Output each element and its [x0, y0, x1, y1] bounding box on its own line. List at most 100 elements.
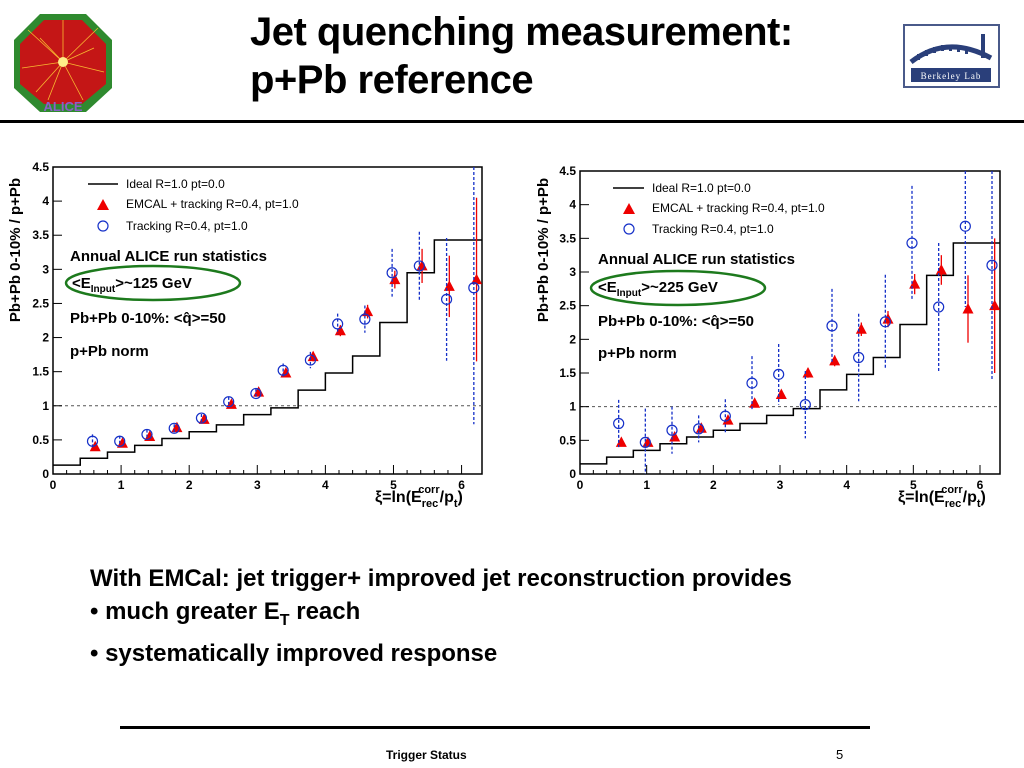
- slide-title: Jet quenching measurement: p+Pb referenc…: [250, 8, 890, 104]
- page-number: 5: [836, 747, 844, 762]
- x-tick-label: 6: [977, 478, 984, 492]
- summary-intro: With EMCal: jet trigger+ improved jet re…: [90, 565, 792, 592]
- x-tick-label: 4: [322, 478, 329, 492]
- emcal-point: [829, 354, 841, 366]
- legend-tracking-label: Tracking R=0.4, pt=1.0: [126, 219, 248, 233]
- footer-rule: [120, 726, 870, 729]
- chart-right-einput-highlight: [589, 269, 767, 307]
- tracking-point: [277, 364, 289, 376]
- emcal-point: [962, 303, 974, 314]
- y-tick-label: 1.5: [32, 365, 49, 379]
- emcal-point: [615, 436, 627, 447]
- chart-right-ylabel: Pb+Pb 0-10% / p+Pb: [535, 178, 552, 322]
- y-tick-label: 1: [42, 399, 49, 413]
- y-tick-label: 0: [42, 467, 49, 481]
- legend-tracking-marker: [97, 220, 109, 232]
- tracking-point: [141, 428, 153, 441]
- tracking-point: [879, 316, 891, 328]
- emcal-point: [749, 397, 761, 408]
- chart-left-annotation-stats: Annual ALICE run statistics: [70, 248, 267, 265]
- x-tick-label: 2: [710, 478, 717, 492]
- chart-left-einput-highlight: [64, 264, 242, 302]
- tracking-point: [613, 417, 625, 430]
- x-tick-label: 3: [254, 478, 261, 492]
- y-tick-label: 4: [569, 198, 576, 212]
- chart-right-annotation-stats: Annual ALICE run statistics: [598, 251, 795, 268]
- tracking-point: [959, 220, 971, 232]
- summary-bullet-1: • much greater ET reach: [90, 598, 361, 629]
- tracking-point: [693, 423, 705, 435]
- y-tick-label: 2.5: [559, 299, 576, 313]
- legend-emcal-label: EMCAL + tracking R=0.4, pt=1.0: [652, 201, 825, 215]
- ideal-step-line: [53, 239, 482, 466]
- berkeley-lab-logo: Berkeley Lab: [903, 24, 1000, 88]
- emcal-point: [935, 263, 947, 275]
- alice-logo-text: ALICE: [44, 99, 83, 114]
- chart-right-xlabel: ξ=ln(Ereccorr/pt): [898, 484, 986, 510]
- chart-right-legend: Ideal R=1.0 pt=0.0 EMCAL + tracking R=0.…: [613, 181, 825, 236]
- emcal-point: [144, 430, 156, 441]
- chart-right: 0 1 2 3 4 5 6 0 0.5 1 1.5 2 2.5 3 3.5 4 4.5 Pb+Pb 0-10% …: [535, 164, 1001, 510]
- legend-ideal-label: Ideal R=1.0 pt=0.0: [126, 177, 225, 191]
- emcal-point: [802, 367, 814, 378]
- y-tick-label: 2.5: [32, 296, 49, 310]
- summary-text: With EMCal: jet trigger+ improved jet re…: [90, 562, 970, 670]
- x-tick-label: 3: [777, 478, 784, 492]
- tracking-point: [666, 424, 678, 436]
- x-tick-label: 6: [458, 478, 465, 492]
- tracking-point: [304, 354, 316, 366]
- tracking-point: [386, 267, 398, 279]
- tracking-point: [933, 301, 945, 313]
- tracking-point: [906, 237, 918, 249]
- chart-right-annotation-qhat: Pb+Pb 0-10%: <q̂>=50: [598, 313, 754, 330]
- tracking-point: [359, 313, 371, 325]
- x-tick-label: 1: [118, 478, 125, 492]
- tracking-point: [413, 260, 425, 272]
- y-tick-label: 0.5: [559, 433, 576, 447]
- y-tick-label: 1: [569, 400, 576, 414]
- tracking-point: [332, 318, 344, 330]
- legend-emcal-marker: [97, 199, 109, 210]
- y-tick-label: 2: [42, 331, 49, 345]
- title-line-2: p+Pb reference: [250, 58, 534, 102]
- y-tick-label: 4.5: [32, 160, 49, 174]
- tracking-point: [773, 368, 785, 380]
- ideal-step-line: [580, 242, 1000, 465]
- tracking-point: [799, 399, 811, 411]
- tracking-point: [168, 422, 180, 434]
- y-tick-label: 2: [569, 332, 576, 346]
- title-line-1: Jet quenching measurement:: [250, 10, 793, 54]
- legend-emcal-marker: [623, 203, 635, 214]
- x-tick-label: 0: [577, 478, 584, 492]
- legend-tracking-marker: [623, 223, 635, 235]
- chart-left-frame: [52, 166, 483, 475]
- tracking-point: [826, 320, 838, 332]
- chart-left-ylabel: Pb+Pb 0-10% / p+Pb: [7, 178, 24, 322]
- tracking-point: [468, 282, 480, 294]
- legend-emcal-label: EMCAL + tracking R=0.4, pt=1.0: [126, 197, 299, 211]
- x-tick-label: 4: [843, 478, 850, 492]
- chart-left-annotation-qhat: Pb+Pb 0-10%: <q̂>=50: [70, 310, 226, 327]
- tracking-point: [719, 410, 731, 422]
- y-tick-label: 1.5: [559, 366, 576, 380]
- chart-right-einput: <EInput>~225 GeV: [598, 279, 718, 299]
- summary-bullet-2: • systematically improved response: [90, 639, 498, 667]
- chart-right-annotation-norm: p+Pb norm: [598, 345, 677, 362]
- y-tick-label: 0.5: [32, 433, 49, 447]
- y-tick-label: 4: [42, 194, 49, 208]
- y-tick-label: 3.5: [559, 231, 576, 245]
- tracking-point: [195, 412, 208, 424]
- emcal-point: [116, 437, 128, 448]
- emcal-point: [362, 305, 374, 317]
- chart-left-legend: Ideal R=1.0 pt=0.0 EMCAL + tracking R=0.…: [88, 177, 299, 233]
- alice-logo: ALICE: [14, 14, 112, 114]
- legend-ideal-label: Ideal R=1.0 pt=0.0: [652, 181, 751, 195]
- emcal-point: [334, 324, 346, 336]
- tracking-point: [746, 377, 758, 389]
- y-tick-label: 3: [569, 265, 576, 279]
- emcal-point: [471, 273, 483, 285]
- tracking-point: [114, 435, 126, 447]
- x-tick-label: 5: [390, 478, 397, 492]
- header-rule: [0, 120, 1024, 123]
- tracking-point: [853, 351, 865, 364]
